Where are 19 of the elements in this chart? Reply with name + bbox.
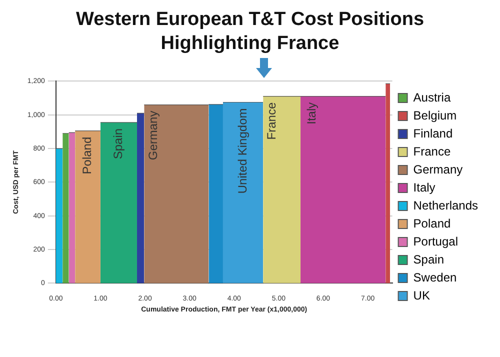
- annotation: United Kingdom: [235, 108, 250, 194]
- legend-label: Netherlands: [413, 198, 478, 212]
- legend-label: Sweden: [413, 270, 457, 284]
- chart-title: Western European T&T Cost Positions Highlighting France: [74, 8, 426, 56]
- legend-label: Finland: [413, 126, 453, 140]
- legend-label: UK: [413, 288, 430, 302]
- annotation: Germany: [146, 110, 160, 160]
- legend-label: Italy: [413, 180, 436, 194]
- legend-label: Spain: [413, 252, 444, 266]
- annotation: Spain: [111, 128, 126, 160]
- legend-label: Portugal: [413, 234, 458, 248]
- legend-label: Germany: [413, 162, 463, 176]
- legend-label: Poland: [413, 216, 451, 230]
- legend-label: France: [413, 144, 451, 158]
- legend-label: Austria: [413, 90, 451, 104]
- annotation: Poland: [80, 136, 94, 174]
- annotation: France: [264, 102, 278, 140]
- annotation: Italy: [304, 102, 318, 124]
- legend-label: Belgium: [413, 108, 457, 122]
